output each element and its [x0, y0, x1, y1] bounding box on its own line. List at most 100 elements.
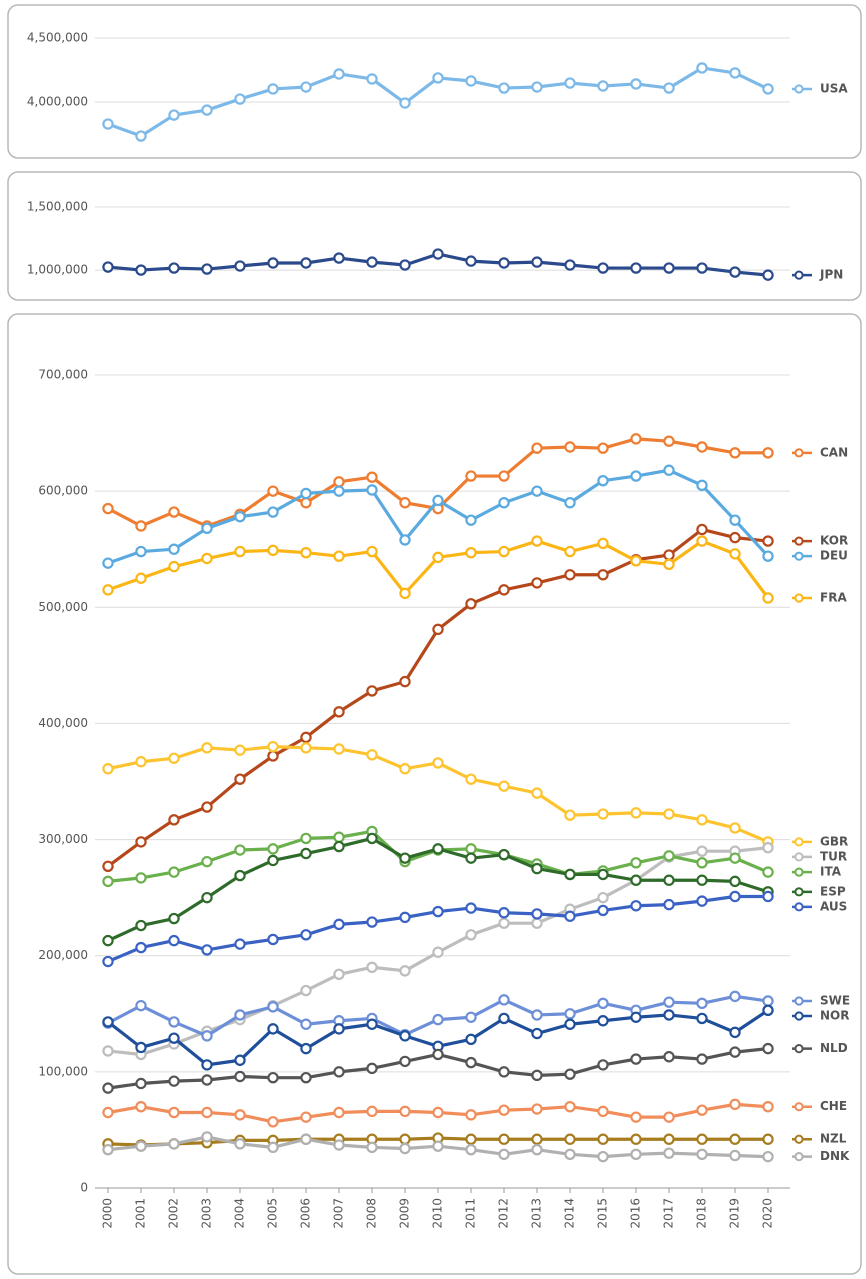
x-tick-label: 2010: [431, 1198, 445, 1229]
legend-marker: [794, 852, 804, 862]
data-point: [465, 514, 477, 526]
data-point: [762, 1150, 774, 1163]
data-point: [300, 984, 312, 997]
data-point: [333, 252, 345, 264]
legend-item: TUR: [792, 849, 847, 863]
data-point: [201, 552, 213, 565]
data-point: [465, 255, 477, 267]
data-point: [696, 814, 708, 826]
legend-marker: [794, 1102, 804, 1112]
data-point: [399, 497, 411, 509]
legend-marker: [794, 593, 804, 603]
data-point: [531, 1133, 543, 1145]
data-point: [135, 836, 147, 848]
data-point: [498, 470, 510, 482]
data-point: [399, 534, 411, 546]
data-point: [168, 912, 180, 925]
legend-marker: [794, 536, 804, 546]
data-point: [531, 485, 543, 497]
x-tick-label: 2003: [200, 1198, 214, 1229]
data-point: [531, 1069, 543, 1082]
data-point: [366, 916, 378, 928]
data-point: [729, 1026, 741, 1039]
legend-label: JPN: [819, 268, 843, 282]
legend-marker: [794, 1134, 804, 1144]
data-point: [630, 874, 642, 886]
data-point: [729, 1098, 741, 1111]
data-point: [399, 852, 411, 864]
data-point: [135, 520, 147, 532]
data-point: [465, 470, 477, 482]
data-point: [366, 73, 378, 85]
data-point: [102, 557, 114, 569]
data-point: [597, 997, 609, 1010]
y-tick-label: 1,500,000: [27, 199, 88, 213]
data-point: [630, 78, 642, 90]
data-point: [696, 1133, 708, 1145]
data-point: [399, 675, 411, 688]
data-point: [498, 1066, 510, 1078]
data-point: [399, 911, 411, 924]
data-point: [663, 1051, 675, 1063]
data-point: [564, 809, 576, 821]
data-point: [102, 1143, 114, 1156]
legend-label: CAN: [820, 445, 848, 459]
data-point: [333, 840, 345, 853]
data-point: [597, 1105, 609, 1118]
data-point: [564, 497, 576, 509]
data-point: [597, 1150, 609, 1163]
data-point: [531, 256, 543, 268]
data-point: [168, 262, 180, 274]
data-point: [234, 773, 246, 785]
data-point: [102, 875, 114, 888]
data-point: [630, 1133, 642, 1145]
legend-marker: [794, 837, 804, 847]
y-tick-label: 300,000: [38, 832, 88, 846]
data-point: [465, 598, 477, 610]
data-point: [564, 545, 576, 558]
legend-marker: [794, 448, 804, 458]
data-point: [465, 546, 477, 559]
data-point: [300, 1133, 312, 1145]
legend-label: DNK: [820, 1149, 850, 1163]
legend-item: NZL: [792, 1132, 847, 1146]
data-point: [762, 447, 774, 459]
data-point: [366, 471, 378, 483]
data-point: [531, 535, 543, 547]
data-point: [399, 1055, 411, 1068]
data-point: [564, 1148, 576, 1161]
data-point: [663, 464, 675, 476]
data-point: [597, 442, 609, 454]
legend-item: DNK: [792, 1149, 850, 1163]
data-point: [366, 685, 378, 697]
data-point: [762, 269, 774, 281]
legend-marker: [794, 270, 804, 280]
data-point: [102, 261, 114, 273]
data-point: [267, 750, 279, 762]
data-point: [102, 502, 114, 515]
data-point: [729, 990, 741, 1003]
data-point: [399, 965, 411, 977]
data-point: [432, 946, 444, 958]
data-point: [135, 1140, 147, 1152]
data-point: [663, 82, 675, 94]
data-point: [201, 1059, 213, 1071]
x-tick-label: 2008: [365, 1198, 379, 1229]
data-point: [300, 497, 312, 509]
data-point: [597, 808, 609, 820]
data-point: [762, 1133, 774, 1145]
x-tick-label: 2020: [761, 1198, 775, 1229]
data-point: [168, 1032, 180, 1044]
x-tick-label: 2000: [101, 1198, 115, 1229]
data-point: [102, 118, 114, 130]
data-point: [333, 550, 345, 562]
y-tick-label: 500,000: [38, 600, 88, 614]
data-point: [300, 1071, 312, 1084]
data-point: [465, 929, 477, 941]
data-point: [102, 584, 114, 596]
data-point: [399, 1030, 411, 1042]
data-point: [729, 875, 741, 888]
legend-item: ITA: [792, 865, 842, 879]
x-tick-label: 2001: [134, 1198, 148, 1229]
